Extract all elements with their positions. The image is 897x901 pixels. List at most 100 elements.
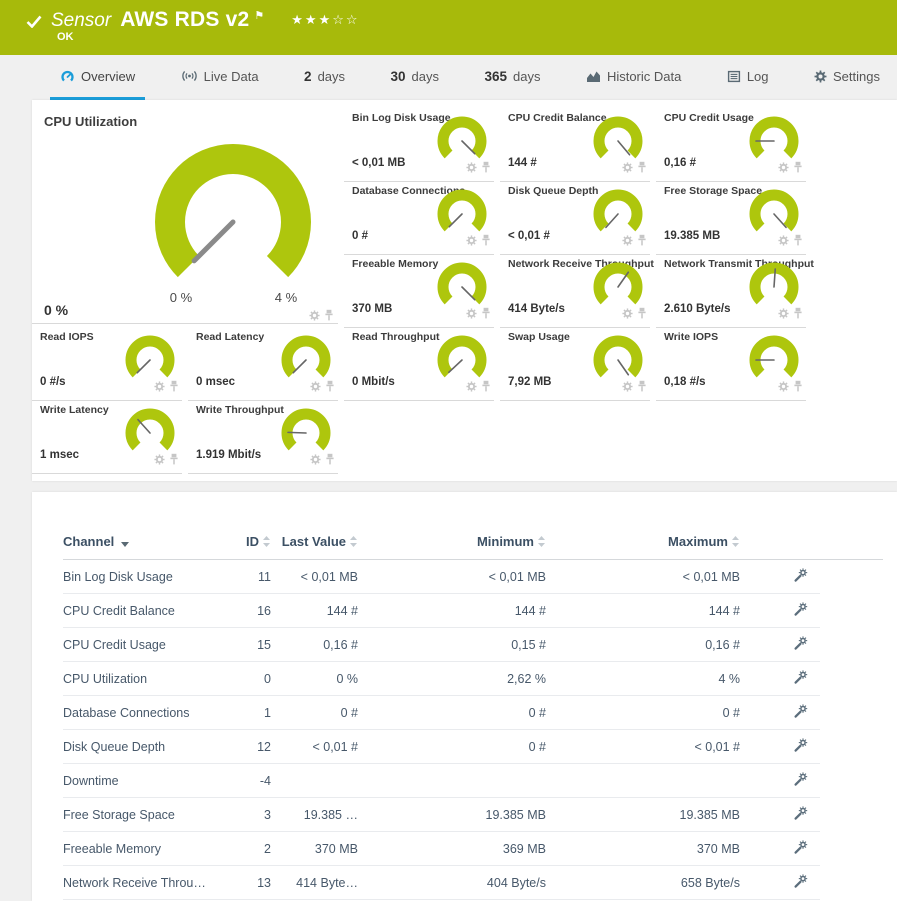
gauge-title: Swap Usage	[508, 331, 570, 343]
gear-icon[interactable]	[778, 379, 789, 397]
gear-icon[interactable]	[622, 160, 633, 178]
gear-icon[interactable]	[778, 233, 789, 251]
table-row-network-receive-throu-[interactable]: Network Receive Throu…13414 Byte…404 Byt…	[63, 866, 820, 900]
pin-icon[interactable]	[793, 233, 803, 251]
last-value: < 0,01 MB	[271, 570, 358, 584]
channel-settings-cell	[740, 602, 820, 620]
tab-2-days[interactable]: 2days	[294, 55, 355, 100]
pin-icon[interactable]	[793, 160, 803, 178]
column-header-last-value[interactable]: Last Value	[271, 534, 358, 550]
table-row-bin-log-disk-usage[interactable]: Bin Log Disk Usage11< 0,01 MB< 0,01 MB< …	[63, 560, 820, 594]
pin-icon[interactable]	[325, 379, 335, 397]
channel-id: 12	[223, 740, 271, 754]
sort-icon	[731, 535, 740, 550]
gauge-panel-actions	[778, 306, 803, 324]
gear-icon[interactable]	[778, 160, 789, 178]
channel-settings-icon[interactable]	[793, 572, 808, 586]
tab-historic-data[interactable]: Historic Data	[576, 55, 691, 100]
minimum-value: 144 #	[358, 604, 546, 618]
pin-icon[interactable]	[169, 379, 179, 397]
column-header-minimum[interactable]: Minimum	[358, 534, 546, 550]
gauge-panel-actions	[310, 452, 335, 470]
channel-settings-icon[interactable]	[793, 844, 808, 858]
table-row-cpu-utilization[interactable]: CPU Utilization00 %2,62 %4 %	[63, 662, 820, 696]
pin-icon[interactable]	[793, 379, 803, 397]
gauge-value: 414 Byte/s	[508, 303, 565, 315]
tab-overview[interactable]: Overview	[50, 55, 145, 100]
pin-icon[interactable]	[637, 306, 647, 324]
channel-table-card: Channel ID Last Value Minimum Maximum Bi…	[32, 492, 897, 901]
gear-icon[interactable]	[309, 308, 320, 326]
gear-icon[interactable]	[622, 379, 633, 397]
channel-id: 3	[223, 808, 271, 822]
tab-label: Overview	[81, 69, 135, 84]
gear-icon[interactable]	[622, 233, 633, 251]
channel-settings-icon[interactable]	[793, 742, 808, 756]
column-header-id[interactable]: ID	[223, 534, 271, 550]
pin-icon[interactable]	[793, 306, 803, 324]
flag-icon[interactable]: ⚑	[254, 9, 264, 22]
tab-log[interactable]: Log	[717, 55, 779, 100]
sensor-header: Sensor AWS RDS v2 ⚑ ★★★☆☆ OK	[0, 0, 897, 55]
gear-icon[interactable]	[310, 452, 321, 470]
tab-settings[interactable]: Settings	[804, 55, 890, 100]
gauge-panel-actions	[466, 160, 491, 178]
pin-icon[interactable]	[169, 452, 179, 470]
tab-live-data[interactable]: Live Data	[171, 55, 269, 100]
pin-icon[interactable]	[324, 308, 334, 326]
table-row-freeable-memory[interactable]: Freeable Memory2370 MB369 MB370 MB	[63, 832, 820, 866]
gear-icon[interactable]	[154, 379, 165, 397]
channel-settings-icon[interactable]	[793, 708, 808, 722]
table-row-cpu-credit-balance[interactable]: CPU Credit Balance16144 #144 #144 #	[63, 594, 820, 628]
gauge-panel-bin-log-disk-usage: Bin Log Disk Usage< 0,01 MB	[344, 110, 494, 182]
tab-365-days[interactable]: 365days	[474, 55, 550, 100]
gauge-panel-write-throughput: Write Throughput1.919 Mbit/s	[188, 402, 338, 474]
minimum-value: 0,15 #	[358, 638, 546, 652]
gauge-panel-actions	[622, 306, 647, 324]
channel-settings-cell	[740, 636, 820, 654]
pin-icon[interactable]	[637, 160, 647, 178]
table-row-cpu-credit-usage[interactable]: CPU Credit Usage150,16 #0,15 #0,16 #	[63, 628, 820, 662]
gauge-value: 7,92 MB	[508, 376, 551, 388]
table-row-database-connections[interactable]: Database Connections10 #0 #0 #	[63, 696, 820, 730]
gear-icon[interactable]	[466, 160, 477, 178]
channel-settings-cell	[740, 874, 820, 892]
channel-settings-icon[interactable]	[793, 776, 808, 790]
channel-name: Network Receive Throu…	[63, 876, 223, 890]
column-header-maximum[interactable]: Maximum	[546, 534, 740, 550]
tab-30-days[interactable]: 30days	[381, 55, 450, 100]
maximum-value: 0 #	[546, 706, 740, 720]
tab-label: Settings	[833, 69, 880, 84]
column-header-channel[interactable]: Channel	[63, 534, 223, 550]
gear-icon[interactable]	[622, 306, 633, 324]
pin-icon[interactable]	[481, 233, 491, 251]
tab-label: days	[318, 69, 345, 84]
gear-icon[interactable]	[466, 233, 477, 251]
table-row-downtime[interactable]: Downtime-4	[63, 764, 820, 798]
pin-icon[interactable]	[637, 379, 647, 397]
gauge-value: 1.919 Mbit/s	[196, 449, 261, 461]
channel-settings-icon[interactable]	[793, 606, 808, 620]
pin-icon[interactable]	[637, 233, 647, 251]
table-row-free-storage-space[interactable]: Free Storage Space319.385 …19.385 MB19.3…	[63, 798, 820, 832]
pin-icon[interactable]	[481, 306, 491, 324]
gear-icon[interactable]	[466, 306, 477, 324]
gear-icon[interactable]	[466, 379, 477, 397]
priority-stars[interactable]: ★★★☆☆	[291, 13, 359, 28]
pin-icon[interactable]	[481, 160, 491, 178]
maximum-value: 658 Byte/s	[546, 876, 740, 890]
gear-icon[interactable]	[778, 306, 789, 324]
gauge-value: 144 #	[508, 157, 537, 169]
table-row-disk-queue-depth[interactable]: Disk Queue Depth12< 0,01 #0 #< 0,01 #	[63, 730, 820, 764]
channel-settings-icon[interactable]	[793, 810, 808, 824]
pin-icon[interactable]	[481, 379, 491, 397]
channel-settings-icon[interactable]	[793, 674, 808, 688]
gear-icon[interactable]	[154, 452, 165, 470]
maximum-value: < 0,01 MB	[546, 570, 740, 584]
tab-label: days	[412, 69, 439, 84]
channel-settings-icon[interactable]	[793, 878, 808, 892]
gauge-panel-read-latency: Read Latency0 msec	[188, 329, 338, 401]
gear-icon[interactable]	[310, 379, 321, 397]
channel-settings-icon[interactable]	[793, 640, 808, 654]
pin-icon[interactable]	[325, 452, 335, 470]
